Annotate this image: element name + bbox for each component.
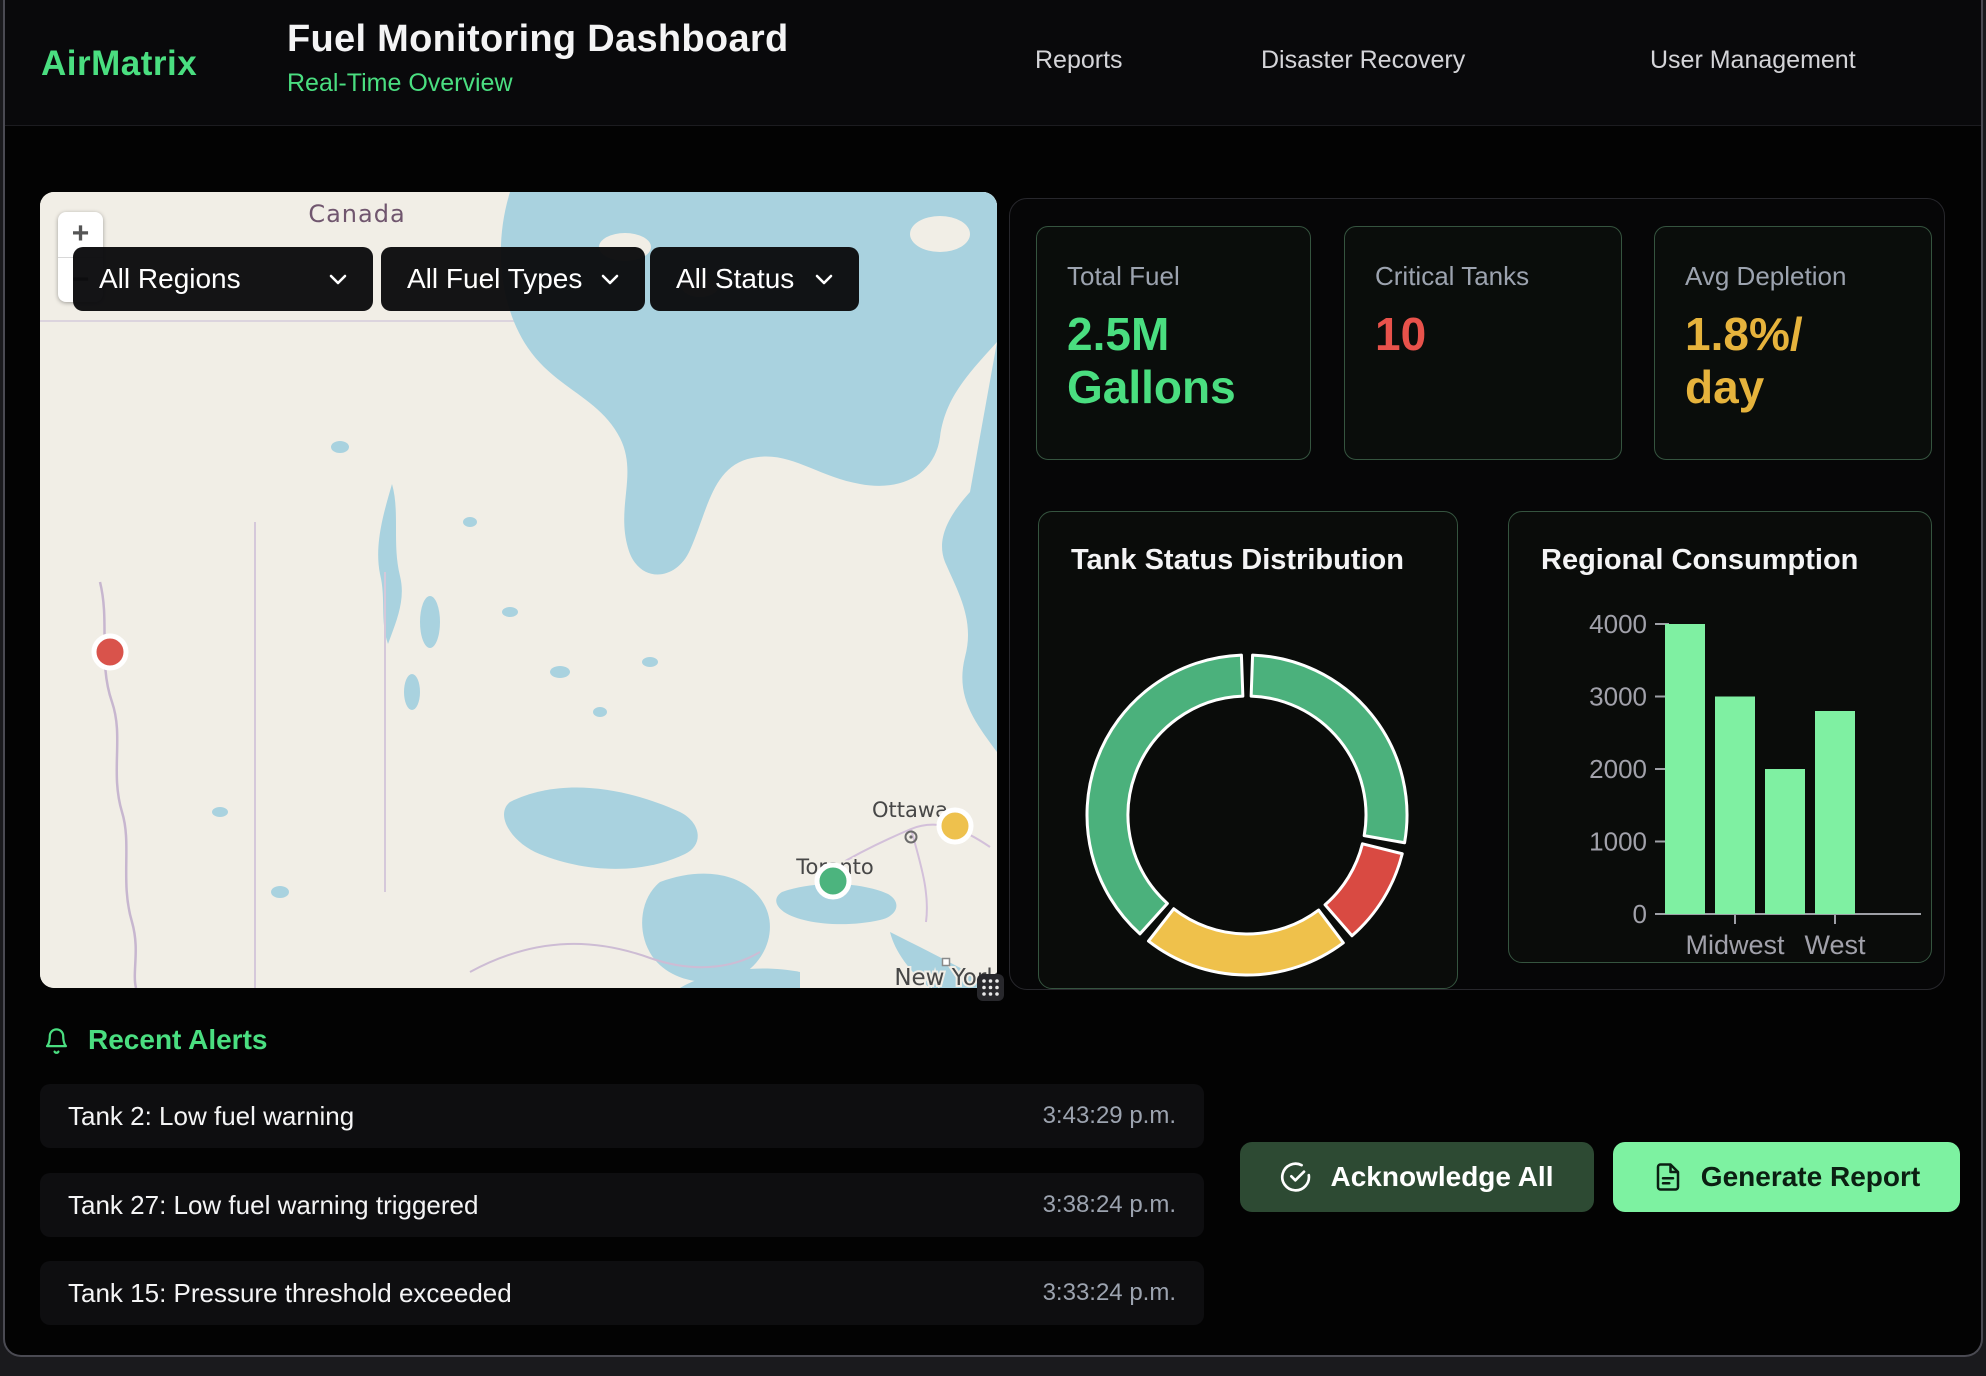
donut-segment (1323, 842, 1404, 938)
regional-consumption-card: Regional Consumption 0 1000 2000 3000 4000 Mi… (1508, 511, 1932, 963)
app-window: AirMatrix Fuel Monitoring Dashboard Real… (3, 0, 1983, 1357)
header: AirMatrix Fuel Monitoring Dashboard Real… (5, 0, 1981, 126)
grip-dots-icon (982, 979, 999, 996)
stat-label: Total Fuel (1067, 261, 1180, 291)
map-water-lake-huron (642, 873, 770, 982)
alerts-title: Recent Alerts (88, 1024, 268, 1055)
chevron-down-icon (815, 274, 833, 284)
fuel-type-filter-value: All Fuel Types (407, 263, 583, 294)
nav-user-management[interactable]: User Management (1650, 46, 1856, 74)
alert-row: Tank 2: Low fuel warning 3:43:29 p.m. (40, 1084, 1204, 1148)
bar-Midwest (1715, 696, 1755, 914)
alert-time: 3:43:29 p.m. (1042, 1102, 1176, 1129)
stat-value: 1.8%/day (1685, 308, 1803, 413)
stat-label: Avg Depletion (1685, 261, 1847, 291)
map-panel: Canada OttawaTorontoNew York + − All Reg… (40, 192, 1004, 1001)
map-filters: All Regions All Fuel Types All Status (40, 247, 997, 311)
nav-reports[interactable]: Reports (1035, 46, 1123, 74)
bell-icon (45, 1027, 68, 1054)
map-city-label: Ottawa (872, 798, 948, 822)
donut-segment (1146, 907, 1345, 977)
acknowledge-all-button[interactable]: Acknowledge All (1240, 1142, 1594, 1212)
donut-segment (1085, 653, 1245, 936)
town-marker-icon (941, 957, 951, 967)
y-axis-tick-label: 2000 (1589, 754, 1647, 784)
page-subtitle: Real-Time Overview (287, 69, 513, 97)
alert-message: Tank 2: Low fuel warning (68, 1100, 355, 1131)
map-viewport: Canada Ottawa Toronto New York (40, 192, 997, 988)
generate-report-label: Generate Report (1700, 1161, 1921, 1192)
nav-disaster-recovery[interactable]: Disaster Recovery (1261, 46, 1466, 74)
y-axis-tick-label: 1000 (1589, 827, 1647, 857)
y-axis-tick-label: 3000 (1589, 682, 1647, 712)
chart-title-tank-status: Tank Status Distribution (1071, 544, 1404, 576)
acknowledge-all-label: Acknowledge All (1330, 1161, 1554, 1192)
map-city-label: Toronto (795, 855, 874, 879)
stat-label: Critical Tanks (1375, 261, 1530, 291)
check-circle-icon (1281, 1162, 1311, 1192)
stat-value: 10 (1375, 308, 1427, 360)
page-title: Fuel Monitoring Dashboard (287, 18, 789, 60)
bar-unlabeled-2 (1765, 769, 1805, 914)
status-filter-value: All Status (676, 263, 795, 294)
bar-West (1815, 711, 1855, 914)
map-label-canada: Canada (308, 200, 405, 228)
map-water-lake-superior (504, 787, 698, 869)
bar-chart: 0 1000 2000 3000 4000 Midwest West (1589, 609, 1921, 960)
alerts-header: Recent Alerts (43, 1024, 267, 1056)
x-axis-tick-label: Midwest (1685, 930, 1785, 960)
map-resize-handle[interactable] (977, 974, 1004, 1001)
map-marker-normal[interactable] (814, 862, 852, 900)
overview-panel: Total Fuel 2.5M Gallons Critical Tanks 1… (1009, 198, 1945, 990)
bar-unlabeled-0 (1665, 624, 1705, 914)
alert-row: Tank 27: Low fuel warning triggered 3:38… (40, 1173, 1204, 1237)
report-document-icon (1656, 1163, 1680, 1191)
alert-time: 3:33:24 p.m. (1042, 1279, 1176, 1306)
chart-title-regional-consumption: Regional Consumption (1541, 544, 1859, 576)
donut-segment (1249, 653, 1409, 845)
chevron-down-icon (329, 274, 347, 284)
alert-message: Tank 15: Pressure threshold exceeded (68, 1277, 512, 1308)
map-city-label: New York (894, 965, 997, 988)
alert-time: 3:38:24 p.m. (1042, 1191, 1176, 1218)
title-block: Fuel Monitoring Dashboard Real-Time Over… (287, 18, 788, 98)
map-marker-critical[interactable] (91, 633, 129, 671)
stat-avg-depletion: Avg Depletion 1.8%/day (1654, 226, 1932, 460)
stat-value: 2.5M Gallons (1067, 308, 1236, 413)
stat-critical-tanks: Critical Tanks 10 (1344, 226, 1622, 460)
app-logo: AirMatrix (41, 44, 198, 83)
generate-report-button[interactable]: Generate Report (1613, 1142, 1960, 1212)
y-axis-tick-label: 0 (1633, 899, 1647, 929)
alert-message: Tank 27: Low fuel warning triggered (68, 1189, 479, 1220)
tank-status-card: Tank Status Distribution (1038, 511, 1458, 989)
fuel-type-filter[interactable]: All Fuel Types (381, 247, 645, 311)
region-filter[interactable]: All Regions (73, 247, 373, 311)
status-filter[interactable]: All Status (650, 247, 859, 311)
donut-chart (1085, 653, 1409, 977)
town-marker-icon (904, 830, 918, 844)
region-filter-value: All Regions (99, 263, 241, 294)
map-marker-warning[interactable] (936, 807, 974, 845)
map-water-lake-ontario (776, 883, 897, 925)
alert-row: Tank 15: Pressure threshold exceeded 3:3… (40, 1261, 1204, 1325)
x-axis-tick-label: West (1804, 930, 1866, 960)
map[interactable]: Canada Ottawa Toronto New York (40, 192, 997, 988)
stat-total-fuel: Total Fuel 2.5M Gallons (1036, 226, 1311, 460)
map-water-east-coast (942, 342, 997, 752)
y-axis-tick-label: 4000 (1589, 609, 1647, 639)
chevron-down-icon (601, 274, 619, 284)
